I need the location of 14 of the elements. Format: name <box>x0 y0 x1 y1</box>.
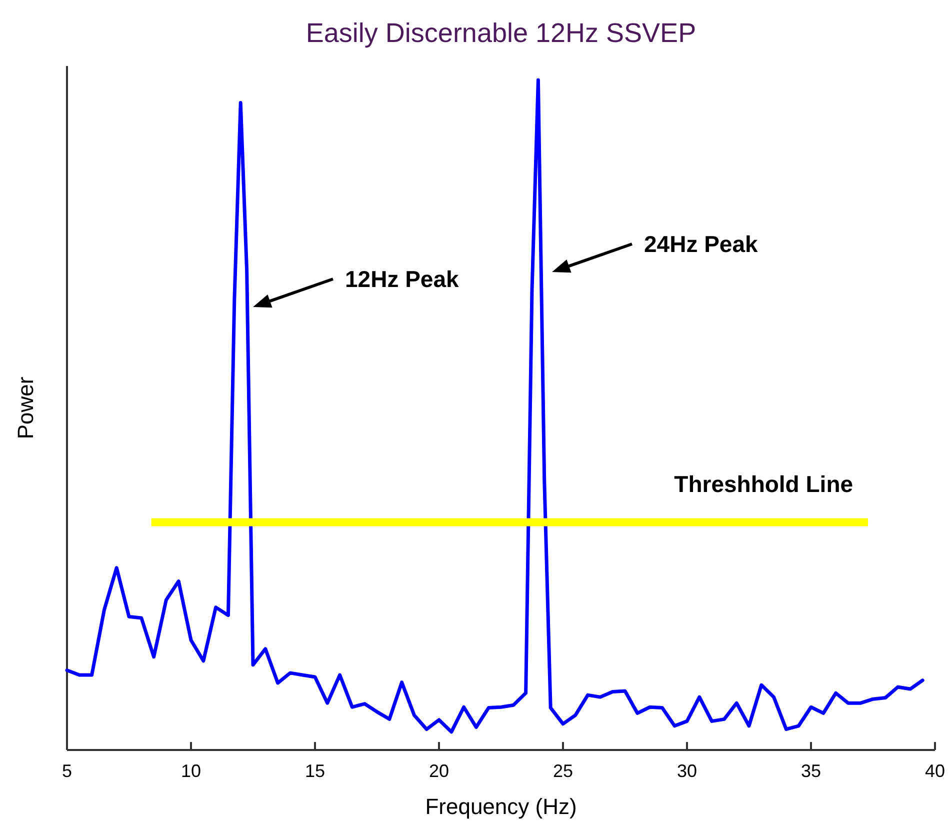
x-tick-label: 20 <box>428 760 450 781</box>
x-tick-label: 30 <box>676 760 698 781</box>
x-tick-label: 35 <box>800 760 822 781</box>
series-label: Threshhold Line <box>674 471 854 498</box>
annotation: 12Hz Peak <box>345 266 460 292</box>
x-tick-label: 10 <box>180 760 202 781</box>
x-tick-label: 15 <box>304 760 326 781</box>
x-tick-label: 40 <box>924 760 946 781</box>
x-tick-label: 5 <box>62 760 72 781</box>
y-axis-title: Power <box>13 376 38 440</box>
x-tick-label: 25 <box>552 760 574 781</box>
x-axis-title: Frequency (Hz) <box>425 794 577 819</box>
annotation: 24Hz Peak <box>644 231 758 257</box>
chart-title: Easily Discernable 12Hz SSVEP <box>306 18 696 48</box>
